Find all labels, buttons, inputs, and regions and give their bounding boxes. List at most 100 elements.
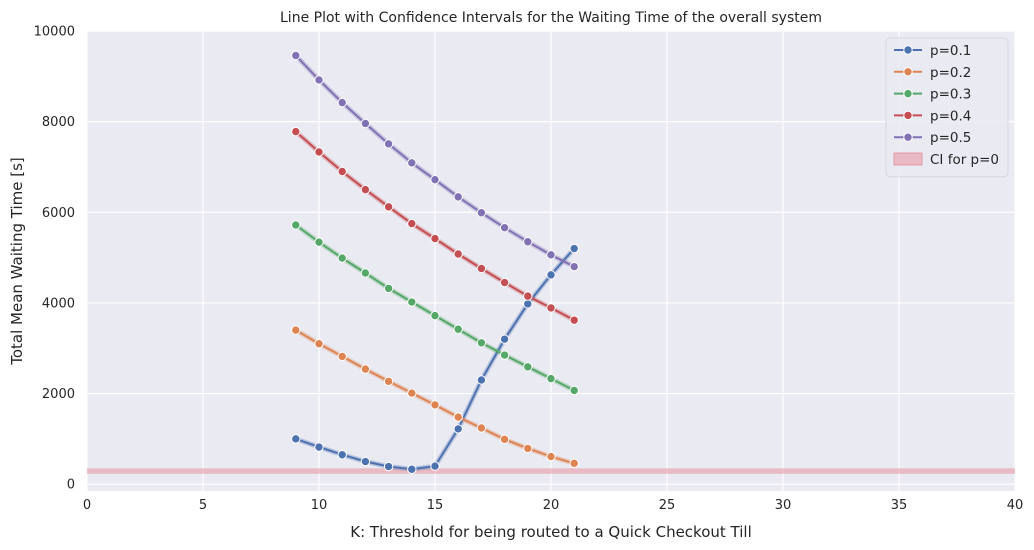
y-axis-label: Total Mean Waiting Time [s] xyxy=(8,157,26,366)
data-point xyxy=(546,451,556,462)
legend-marker xyxy=(903,67,913,77)
data-point xyxy=(337,450,347,460)
legend-band-swatch xyxy=(893,152,923,166)
data-point xyxy=(407,388,417,398)
data-point xyxy=(430,461,440,471)
data-point xyxy=(499,277,510,288)
x-axis-label: K: Threshold for being routed to a Quick… xyxy=(350,523,752,541)
data-point xyxy=(523,443,533,454)
x-tick-label: 30 xyxy=(775,498,792,513)
ci-band xyxy=(87,468,1015,474)
data-point xyxy=(314,442,324,452)
data-point xyxy=(430,233,440,244)
data-point xyxy=(360,364,371,374)
series-p-0-5 xyxy=(291,50,579,272)
data-point xyxy=(476,263,487,274)
data-point xyxy=(453,249,463,259)
legend-label: p=0.5 xyxy=(930,130,971,146)
data-point xyxy=(453,424,463,434)
data-point xyxy=(476,423,487,433)
x-tick-label: 10 xyxy=(311,498,328,513)
legend: p=0.1 p=0.2 p=0.3 p=0.4 p=0.5 CI for p=0 xyxy=(885,37,1009,178)
data-point xyxy=(337,253,347,263)
data-point xyxy=(569,315,579,325)
data-point xyxy=(337,351,347,362)
data-point xyxy=(569,458,579,469)
y-tick-label: 6000 xyxy=(42,206,75,221)
data-point xyxy=(569,243,579,254)
tick-labels: 0 5 10 15 20 25 30 35 40 0 2000 4000 6000 8000 10000 xyxy=(34,25,1024,514)
x-tick-label: 15 xyxy=(427,498,444,513)
legend-label: p=0.2 xyxy=(930,65,971,81)
legend-item: p=0.4 xyxy=(894,108,971,124)
data-point xyxy=(360,184,371,195)
data-point xyxy=(314,339,324,349)
data-point xyxy=(291,325,301,335)
data-point xyxy=(499,222,510,233)
data-point xyxy=(337,166,347,177)
data-point xyxy=(383,376,394,387)
data-point xyxy=(314,237,324,247)
legend-item: p=0.2 xyxy=(894,65,971,81)
data-point xyxy=(569,261,579,272)
data-point xyxy=(430,174,440,185)
legend-marker xyxy=(903,45,913,55)
y-tick-label: 4000 xyxy=(42,296,75,311)
data-point xyxy=(499,350,510,360)
data-point xyxy=(546,373,556,384)
data-point xyxy=(546,270,556,280)
data-point xyxy=(383,461,394,472)
data-point xyxy=(291,126,301,137)
legend-label: CI for p=0 xyxy=(930,152,999,168)
legend-item: p=0.3 xyxy=(894,87,971,103)
data-point xyxy=(407,218,417,229)
legend-marker xyxy=(903,88,913,99)
data-point xyxy=(383,139,394,149)
data-point xyxy=(360,456,371,467)
series-p-0-1 xyxy=(291,243,579,474)
data-point xyxy=(430,310,440,321)
x-tick-label: 20 xyxy=(543,498,560,513)
data-point xyxy=(499,434,510,445)
y-tick-label: 8000 xyxy=(42,115,75,130)
data-point xyxy=(453,192,463,202)
series-p-0-3 xyxy=(291,220,579,396)
legend-item: p=0.1 xyxy=(894,43,971,59)
data-point xyxy=(476,375,487,385)
grid-lines xyxy=(86,30,1016,491)
data-point xyxy=(383,202,394,212)
data-point xyxy=(291,220,301,230)
data-point xyxy=(453,412,463,422)
y-tick-label: 10000 xyxy=(34,25,75,40)
data-point xyxy=(291,434,301,444)
data-point xyxy=(430,400,440,410)
data-point xyxy=(476,208,487,218)
data-point xyxy=(569,385,579,396)
legend-marker xyxy=(903,132,913,142)
y-tick-label: 2000 xyxy=(42,387,75,402)
data-point xyxy=(383,283,394,294)
data-point xyxy=(499,334,510,344)
legend-label: p=0.4 xyxy=(930,108,971,124)
legend-item: CI for p=0 xyxy=(893,152,999,168)
data-point xyxy=(337,97,347,108)
x-tick-label: 25 xyxy=(659,498,676,513)
series-p-0-2 xyxy=(291,325,579,469)
data-point xyxy=(476,338,487,348)
data-point xyxy=(523,291,533,301)
legend-marker xyxy=(903,110,913,121)
data-point xyxy=(407,464,417,474)
data-point xyxy=(407,297,417,307)
data-point xyxy=(360,268,371,278)
x-tick-label: 5 xyxy=(199,498,207,513)
series-layer xyxy=(291,50,579,474)
legend-label: p=0.3 xyxy=(930,87,971,103)
data-point xyxy=(291,50,301,61)
x-tick-label: 0 xyxy=(83,498,91,513)
data-point xyxy=(546,250,556,260)
data-point xyxy=(314,75,324,85)
series-p-0-4 xyxy=(291,126,579,325)
y-tick-label: 0 xyxy=(67,478,75,493)
